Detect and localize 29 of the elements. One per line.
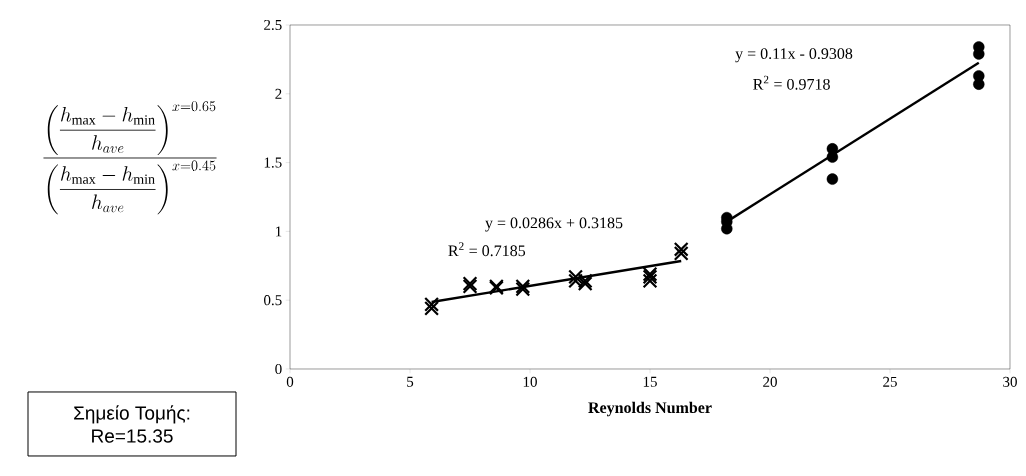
y-tick-label: 1 (276, 226, 282, 237)
x-tick-label: 25 (883, 376, 897, 387)
annotation: R$^{2}$ = 0.9718 (753, 75, 830, 90)
x-tick-label: 20 (763, 376, 777, 387)
point (424, 296, 440, 312)
point (642, 273, 658, 289)
y-tick-label: 0.5 (264, 295, 282, 306)
y-tick-label: 2.5 (264, 19, 282, 31)
annotation: y = 0.0286x + 0.3185 (485, 217, 623, 232)
y-axis-title: $\dfrac{\left(\dfrac{h_{\max}-h_{\min}}{h_{ave}}\right)^{x=0.65}}{\left(\dfrac{h_{\max}-h_{\min}}{h_{ave}}\right)^{x=0.45}}$ (43, 101, 217, 215)
point (673, 245, 689, 261)
x-tick-label: 30 (1003, 376, 1017, 387)
text: Re=15.35 (92, 429, 173, 443)
point (826, 173, 839, 185)
x-tick-label: 10 (523, 376, 537, 387)
annotation: y = 0.11x - 0.9308 (735, 48, 853, 63)
annotation: R$^{2}$ = 0.7185 (448, 242, 526, 257)
x-tick-label: 0 (286, 376, 294, 387)
x-tick-label: 15 (643, 376, 657, 387)
x-axis-title: Reynolds Number (588, 401, 712, 417)
y-tick-label: 1.5 (264, 157, 282, 168)
point (973, 70, 985, 82)
y-tick-label: 0 (275, 363, 282, 375)
y-tick-label: 2 (275, 88, 282, 99)
point (424, 300, 440, 316)
text: Σημείο Τομής: (74, 405, 190, 424)
point (568, 269, 584, 285)
point (673, 241, 689, 257)
x-tick-label: 5 (407, 376, 414, 387)
